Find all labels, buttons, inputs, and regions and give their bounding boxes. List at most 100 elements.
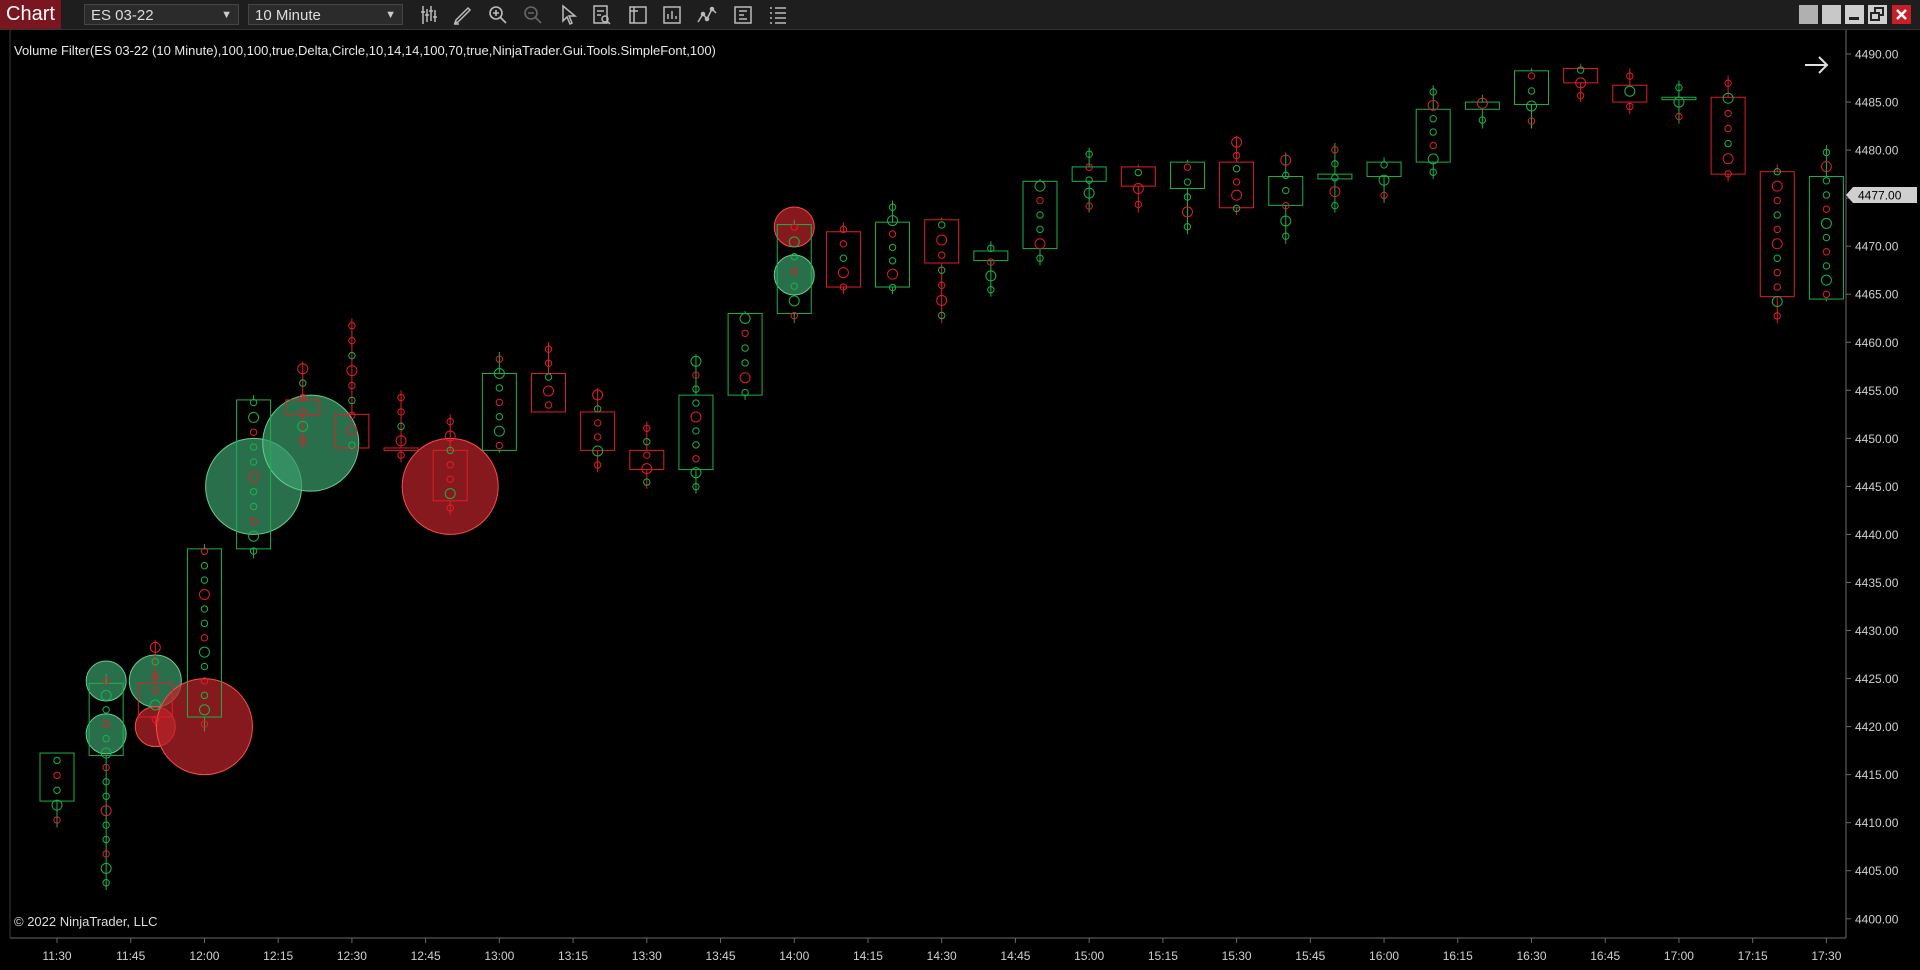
chevron-down-icon: ▼ <box>221 9 232 21</box>
delta-circle <box>102 821 110 829</box>
delta-circle <box>692 371 700 379</box>
delta-circle <box>1822 248 1831 256</box>
delta-circle <box>149 641 161 653</box>
price-tick-label: 4480.00 <box>1855 144 1899 158</box>
delta-circle <box>690 467 702 479</box>
candle-body <box>1808 176 1844 300</box>
strategies-icon[interactable] <box>695 3 719 27</box>
candle-body <box>383 447 419 451</box>
delta-circle <box>446 417 454 426</box>
delta-circle <box>1771 180 1783 192</box>
delta-circle <box>690 355 702 367</box>
delta-circle <box>936 294 948 306</box>
time-tick-label: 13:15 <box>558 949 588 963</box>
delta-circle <box>200 634 209 642</box>
window-button-1[interactable] <box>1799 5 1818 24</box>
candle <box>1710 75 1746 182</box>
delta-circle <box>887 215 899 227</box>
interval-selector[interactable]: 10 Minute ▼ <box>248 4 403 25</box>
candle-body <box>39 752 75 802</box>
time-tick-label: 15:15 <box>1148 949 1178 963</box>
delta-circle <box>397 451 405 459</box>
close-icon[interactable] <box>1892 5 1911 24</box>
zoom-out-icon[interactable] <box>521 3 545 27</box>
time-tick-label: 14:30 <box>927 949 957 963</box>
candle <box>236 395 272 559</box>
delta-circle <box>151 658 160 666</box>
delta-circle <box>1282 186 1290 195</box>
bar-type-icon[interactable] <box>418 3 442 27</box>
indicators-icon[interactable] <box>660 3 684 27</box>
delta-circle <box>200 720 209 728</box>
templates-icon[interactable] <box>626 3 650 27</box>
candle <box>334 318 370 453</box>
delta-circle <box>348 441 356 449</box>
chart-toolbar: Chart ES 03-22 ▼ 10 Minute ▼ <box>0 0 1920 30</box>
price-tick-label: 4430.00 <box>1855 624 1899 638</box>
interval-value: 10 Minute <box>255 7 321 24</box>
instrument-selector[interactable]: ES 03-22 ▼ <box>84 4 239 25</box>
chart-tab[interactable]: Chart <box>0 0 61 29</box>
delta-circle <box>100 689 112 701</box>
delta-circle <box>299 437 307 445</box>
delta-circle <box>1034 238 1046 250</box>
price-tick-label: 4470.00 <box>1855 240 1899 254</box>
delta-circle <box>1724 124 1732 133</box>
delta-circle <box>299 393 307 402</box>
price-tick-label: 4405.00 <box>1855 864 1899 878</box>
candle-body <box>1710 96 1746 175</box>
delta-circle <box>1773 168 1781 176</box>
properties-icon[interactable] <box>731 3 755 27</box>
delta-circle <box>249 487 258 496</box>
last-price-label: 4477.00 <box>1858 189 1902 203</box>
restore-icon[interactable] <box>1868 5 1887 24</box>
chart-panel[interactable]: 4490.004485.004480.004475.004470.004465.… <box>0 30 1920 970</box>
delta-circle <box>1822 191 1831 199</box>
price-tick-label: 4445.00 <box>1855 480 1899 494</box>
drawing-pencil-icon[interactable] <box>451 3 475 27</box>
window-button-2[interactable] <box>1822 5 1841 24</box>
delta-circle <box>1527 72 1536 80</box>
delta-circle <box>1771 238 1783 250</box>
delta-circle <box>200 561 209 570</box>
delta-circle <box>1034 180 1046 192</box>
data-box-icon[interactable] <box>590 3 614 27</box>
delta-circle <box>1724 109 1732 118</box>
delta-circle <box>1134 168 1143 177</box>
delta-circle <box>1820 217 1832 229</box>
object-list-icon[interactable] <box>766 3 790 27</box>
candle <box>629 421 665 489</box>
delta-circle <box>987 244 995 252</box>
delta-circle <box>1427 99 1439 111</box>
delta-circle <box>938 311 946 320</box>
delta-circle <box>788 295 800 307</box>
zoom-in-icon[interactable] <box>486 3 510 27</box>
delta-circle <box>1675 112 1683 121</box>
sell-volume-circle <box>401 437 499 535</box>
delta-circle <box>1822 205 1831 213</box>
chevron-down-icon: ▼ <box>385 9 396 21</box>
delta-circle <box>493 368 505 380</box>
delta-circle <box>1280 215 1292 227</box>
time-tick-label: 12:15 <box>263 949 293 963</box>
candle-body <box>1120 166 1156 187</box>
delta-circle <box>100 805 112 817</box>
minimize-icon[interactable] <box>1845 5 1864 24</box>
time-tick-label: 16:15 <box>1443 949 1473 963</box>
delta-circle <box>446 461 454 469</box>
candle <box>1219 135 1255 215</box>
delta-circle <box>397 422 405 431</box>
delta-circle <box>887 268 899 280</box>
delta-circle <box>397 393 405 402</box>
right-arrow-icon[interactable] <box>1805 56 1829 74</box>
delta-circle <box>249 443 258 451</box>
delta-circle <box>1773 312 1781 320</box>
delta-circle <box>200 691 209 700</box>
delta-circle <box>1820 161 1832 173</box>
delta-circle <box>346 424 358 436</box>
candle-body <box>1071 166 1107 182</box>
delta-circle <box>1083 187 1095 199</box>
delta-circle <box>936 234 948 246</box>
delta-circle <box>938 281 946 290</box>
pointer-icon[interactable] <box>556 3 580 27</box>
